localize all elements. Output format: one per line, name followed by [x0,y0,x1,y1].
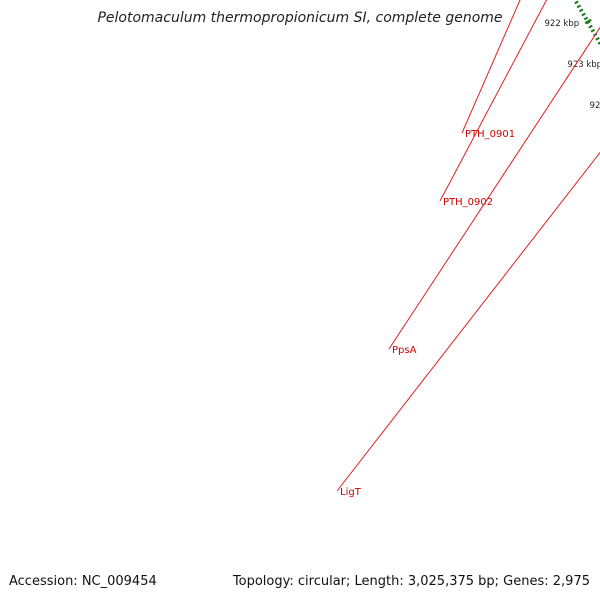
minor-tick-inner [581,12,586,17]
callout-leader [461,0,521,134]
callout-leader [388,26,600,350]
minor-tick-inner [595,36,600,41]
minor-tick-inner [578,8,584,13]
map-title: Pelotomaculum thermopropionicum SI, comp… [97,10,503,26]
scale-label: 922 kbp [545,19,580,29]
minor-tick-inner [588,24,593,29]
gene-label[interactable]: LigT [340,487,362,498]
minor-tick-inner [574,0,579,5]
minor-tick-inner [583,16,589,21]
gene-label[interactable]: PTH_0901 [465,129,515,140]
accession-text: Accession: NC_009454 [9,574,157,589]
genome-summary: Topology: circular; Length: 3,025,375 bp… [232,574,590,589]
scale-label: 924 kbp [590,101,600,111]
minor-tick-inner [590,28,596,33]
callout-leader [439,0,548,202]
gene-label[interactable]: PTH_0902 [443,197,493,208]
gene-label[interactable]: PpsA [392,345,417,356]
minor-tick-inner [576,4,582,9]
scale-label: 923 kbp [567,60,600,70]
major-tick [584,18,592,25]
callout-leader [336,151,600,492]
gene-callouts: PTH_0901 PTH_0902 PpsA LigT [336,0,600,498]
